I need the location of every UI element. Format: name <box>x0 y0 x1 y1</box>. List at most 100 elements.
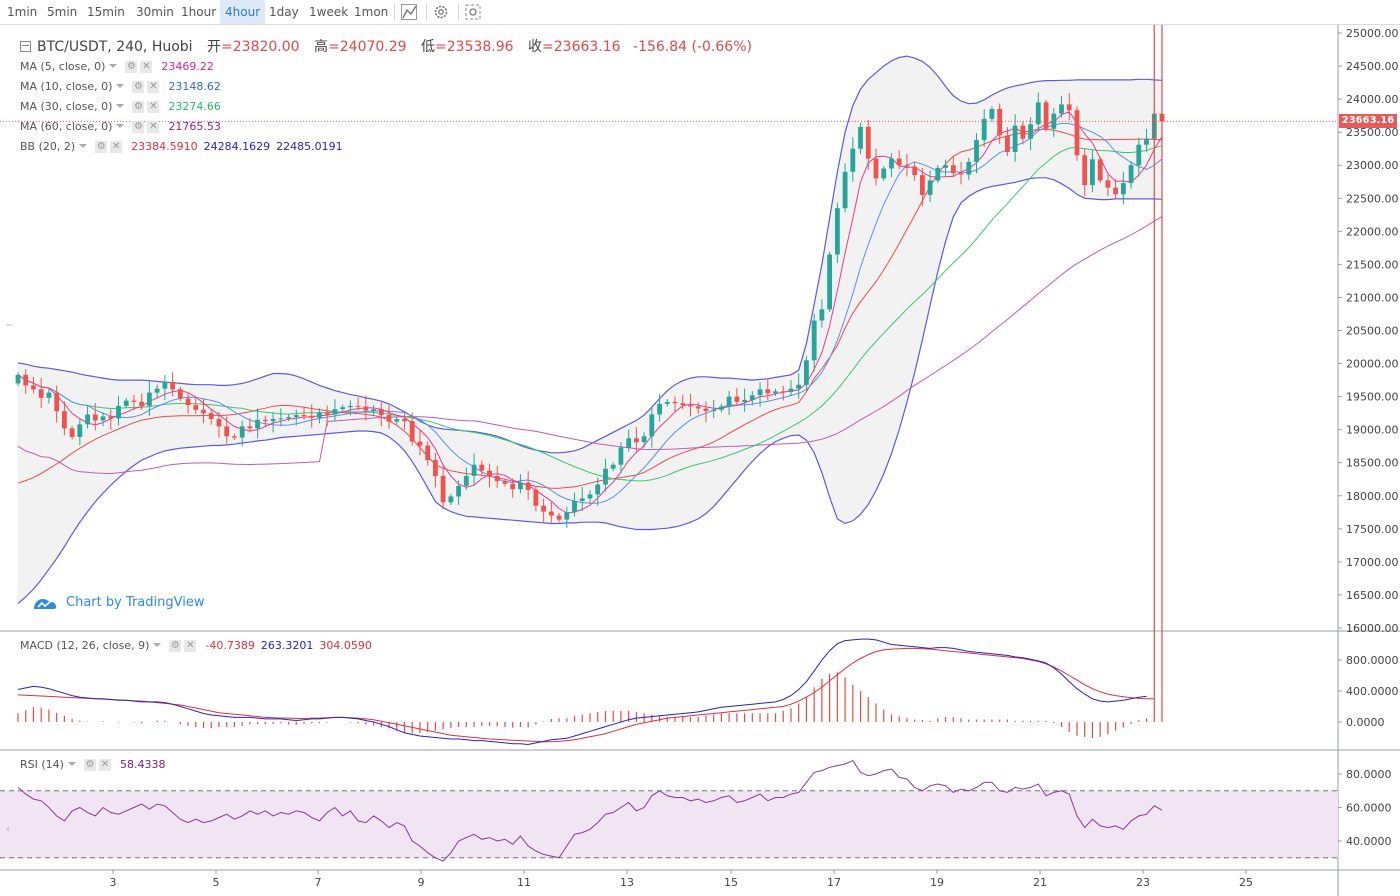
legend-ma-3[interactable]: MA (60, close, 0) ⚙ ✕ 21765.53 <box>20 120 221 133</box>
remove-icon[interactable]: ✕ <box>147 81 160 93</box>
legend-bb-4[interactable]: BB (20, 2) ⚙ ✕ 23384.5910 24284.1629 22485.01… <box>20 140 343 153</box>
candle-body <box>680 403 686 406</box>
candle-body <box>378 409 384 416</box>
bollinger-band-fill <box>18 56 1162 604</box>
change-value: -156.84 (-0.66%) <box>633 39 752 55</box>
caret-down-icon[interactable] <box>79 144 88 148</box>
legend-ma-0[interactable]: MA (5, close, 0) ⚙ ✕ 23469.22 <box>20 60 214 73</box>
timeframe-5min[interactable]: 5min <box>47 5 78 19</box>
settings-icon[interactable]: ⚙ <box>83 759 96 771</box>
price-tick-label: 23500.00 <box>1346 126 1399 139</box>
candle-body <box>858 126 863 149</box>
remove-icon[interactable]: ✕ <box>147 121 160 133</box>
candle-body <box>147 392 152 406</box>
timeframe-1min[interactable]: 1min <box>7 5 38 19</box>
candle-body <box>1090 159 1095 186</box>
settings-icon[interactable]: ⚙ <box>169 640 182 652</box>
candle-body <box>270 419 276 422</box>
candle-body <box>742 399 747 402</box>
open-value: 23820.00 <box>232 39 300 55</box>
caret-down-icon[interactable] <box>109 64 118 68</box>
bollinger-lower-line <box>17 177 1163 604</box>
ma60-line <box>17 215 1163 475</box>
timeframe-1mon[interactable]: 1mon <box>354 5 389 19</box>
gear-icon[interactable] <box>426 3 448 21</box>
remove-icon[interactable]: ✕ <box>184 640 197 652</box>
candle-body <box>185 398 191 406</box>
candle-body <box>927 180 933 195</box>
remove-icon[interactable]: ✕ <box>140 61 153 73</box>
candle-body <box>920 175 925 195</box>
time-tick-label: 11 <box>517 876 531 889</box>
candle-body <box>835 208 840 255</box>
candle-body <box>1097 159 1103 181</box>
candle-body <box>734 396 740 402</box>
caret-down-icon[interactable] <box>116 124 125 128</box>
candle-body <box>255 419 260 429</box>
legend-ma-1[interactable]: MA (10, close, 0) ⚙ ✕ 23148.62 <box>20 80 221 93</box>
time-tick-label: 17 <box>827 876 841 889</box>
price-tick-label: 23000.00 <box>1346 159 1399 172</box>
candle-body <box>1074 110 1080 156</box>
candle-body <box>695 406 701 409</box>
candle-body <box>896 158 902 166</box>
ma30-line <box>17 145 1163 482</box>
timeframe-15min[interactable]: 15min <box>87 5 125 19</box>
candle-body <box>997 109 1003 136</box>
candle-body <box>564 512 570 520</box>
symbol-header: BTC/USDT, 240, Huobi 开=23820.00 高=24070.… <box>20 37 752 57</box>
high-value: 24070.29 <box>339 39 407 55</box>
candle-body <box>232 436 237 438</box>
settings-icon[interactable]: ⚙ <box>132 121 145 133</box>
symbol-title: BTC/USDT, 240, Huobi <box>37 39 193 55</box>
caret-down-icon[interactable] <box>67 762 76 766</box>
remove-icon[interactable]: ✕ <box>110 141 123 153</box>
collapse-icon[interactable] <box>20 40 31 52</box>
chart-area[interactable]: 25000.00 24500.00 24000.00 23500.00 23000.00… <box>0 25 1400 896</box>
candle-body <box>780 391 786 393</box>
candle-body <box>162 382 168 389</box>
price-tick-label: 21000.00 <box>1346 291 1399 304</box>
candle-body <box>324 412 330 415</box>
candle-body <box>417 441 423 446</box>
timeframe-1week[interactable]: 1week <box>309 5 349 19</box>
candle-body <box>618 447 624 465</box>
legend-rsi[interactable]: RSI (14) ⚙ ✕ 58.4338 <box>20 758 166 771</box>
candle-body <box>394 419 400 422</box>
candle-body <box>1121 183 1126 195</box>
price-tick-label: 17500.00 <box>1346 523 1399 536</box>
indicator-icon[interactable] <box>394 3 417 21</box>
timeframe-1day[interactable]: 1day <box>269 5 299 19</box>
bollinger-basis-line <box>17 128 1163 489</box>
candle-body <box>494 475 500 482</box>
settings-icon[interactable]: ⚙ <box>95 141 108 153</box>
settings-icon[interactable]: ⚙ <box>132 101 145 113</box>
caret-down-icon[interactable] <box>153 643 162 647</box>
settings-icon[interactable]: ⚙ <box>132 81 145 93</box>
candle-body <box>177 389 183 399</box>
candle-body <box>842 171 848 209</box>
timeframe-1hour[interactable]: 1hour <box>181 5 217 19</box>
screenshot-icon[interactable] <box>458 3 481 21</box>
candle-body <box>773 391 778 394</box>
candle-body <box>77 424 83 437</box>
caret-down-icon[interactable] <box>116 104 125 108</box>
candle-body <box>440 475 446 503</box>
tradingview-watermark[interactable]: Chart by TradingView <box>32 593 204 613</box>
remove-icon[interactable]: ✕ <box>147 101 160 113</box>
settings-icon[interactable]: ⚙ <box>125 61 138 73</box>
candle-body <box>301 415 307 417</box>
legend-macd[interactable]: MACD (12, 26, close, 9) ⚙ ✕ -40.7389 263.320… <box>20 639 372 652</box>
price-tick-label: 16000.00 <box>1346 622 1399 635</box>
candle-body <box>510 483 516 490</box>
price-tick-label: 22000.00 <box>1346 225 1399 238</box>
timeframe-30min[interactable]: 30min <box>136 5 174 19</box>
candle-body <box>626 438 632 448</box>
remove-icon[interactable]: ✕ <box>98 759 111 771</box>
caret-down-icon[interactable] <box>116 84 125 88</box>
legend-ma-2[interactable]: MA (30, close, 0) ⚙ ✕ 23274.66 <box>20 100 221 113</box>
candle-body <box>587 494 593 499</box>
price-tick-label: 19000.00 <box>1346 424 1399 437</box>
timeframe-4hour[interactable]: 4hour <box>220 0 266 24</box>
time-tick-label: 19 <box>930 876 944 889</box>
